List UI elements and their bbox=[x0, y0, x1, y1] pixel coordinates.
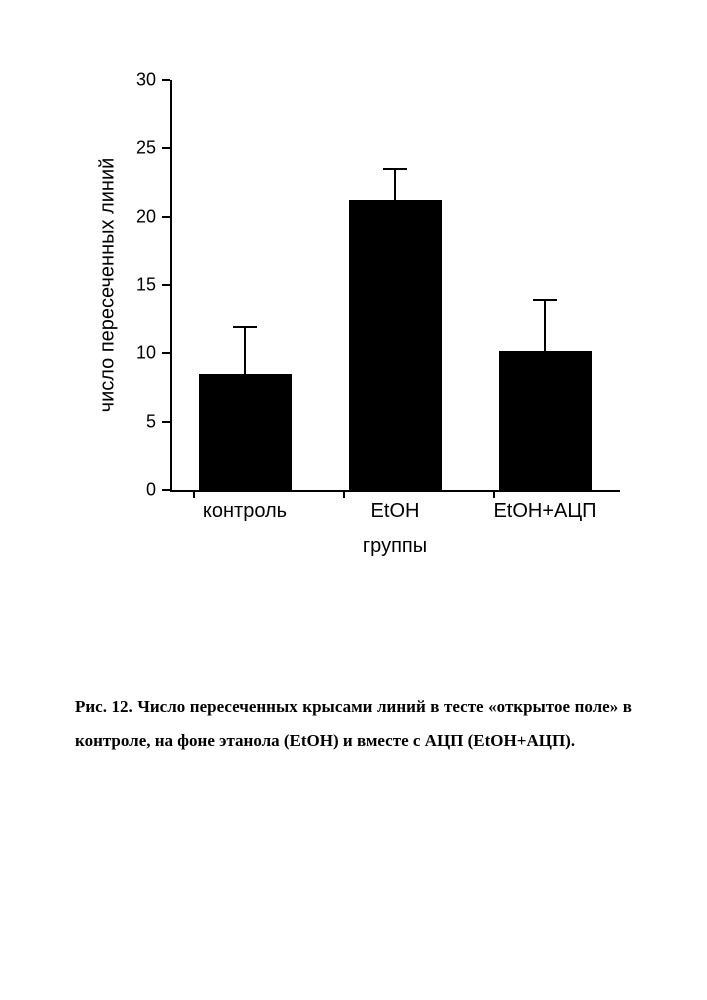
y-tick-label: 0 bbox=[146, 480, 156, 501]
error-bar bbox=[244, 327, 246, 373]
figure-caption: Рис. 12. Число пересеченных крысами лини… bbox=[75, 690, 632, 758]
y-tick-label: 5 bbox=[146, 411, 156, 432]
y-tick-label: 30 bbox=[136, 70, 156, 91]
y-tick bbox=[162, 352, 170, 354]
caption-text: Число пересеченных крысами линий в тесте… bbox=[75, 697, 632, 750]
error-cap bbox=[233, 326, 257, 328]
x-category-label: контроль bbox=[203, 500, 287, 523]
y-axis bbox=[170, 80, 172, 490]
bar-chart: число пересеченных линий группы 05101520… bbox=[100, 80, 620, 492]
x-category-label: EtOH bbox=[371, 500, 420, 523]
x-axis-label: группы bbox=[363, 535, 427, 558]
plot-area: число пересеченных линий группы 05101520… bbox=[170, 80, 620, 492]
y-tick-label: 10 bbox=[136, 343, 156, 364]
y-tick bbox=[162, 147, 170, 149]
x-category-label: EtOH+АЦП bbox=[493, 500, 596, 523]
x-tick bbox=[193, 490, 195, 498]
x-tick bbox=[493, 490, 495, 498]
y-tick bbox=[162, 79, 170, 81]
y-axis-label: число пересеченных линий bbox=[97, 158, 120, 413]
y-tick-label: 25 bbox=[136, 138, 156, 159]
y-tick-label: 20 bbox=[136, 206, 156, 227]
error-cap bbox=[383, 168, 407, 170]
y-tick bbox=[162, 216, 170, 218]
page: число пересеченных линий группы 0 5 10 15 20… bbox=[0, 0, 707, 1000]
caption-prefix: Рис. 12. bbox=[75, 697, 137, 716]
bar bbox=[499, 351, 592, 490]
error-bar bbox=[544, 300, 546, 351]
x-tick bbox=[343, 490, 345, 498]
bar bbox=[349, 200, 442, 490]
y-tick bbox=[162, 489, 170, 491]
y-tick bbox=[162, 421, 170, 423]
y-tick-label: 15 bbox=[136, 275, 156, 296]
bar bbox=[199, 374, 292, 490]
error-bar bbox=[394, 169, 396, 200]
y-tick bbox=[162, 284, 170, 286]
error-cap bbox=[533, 299, 557, 301]
